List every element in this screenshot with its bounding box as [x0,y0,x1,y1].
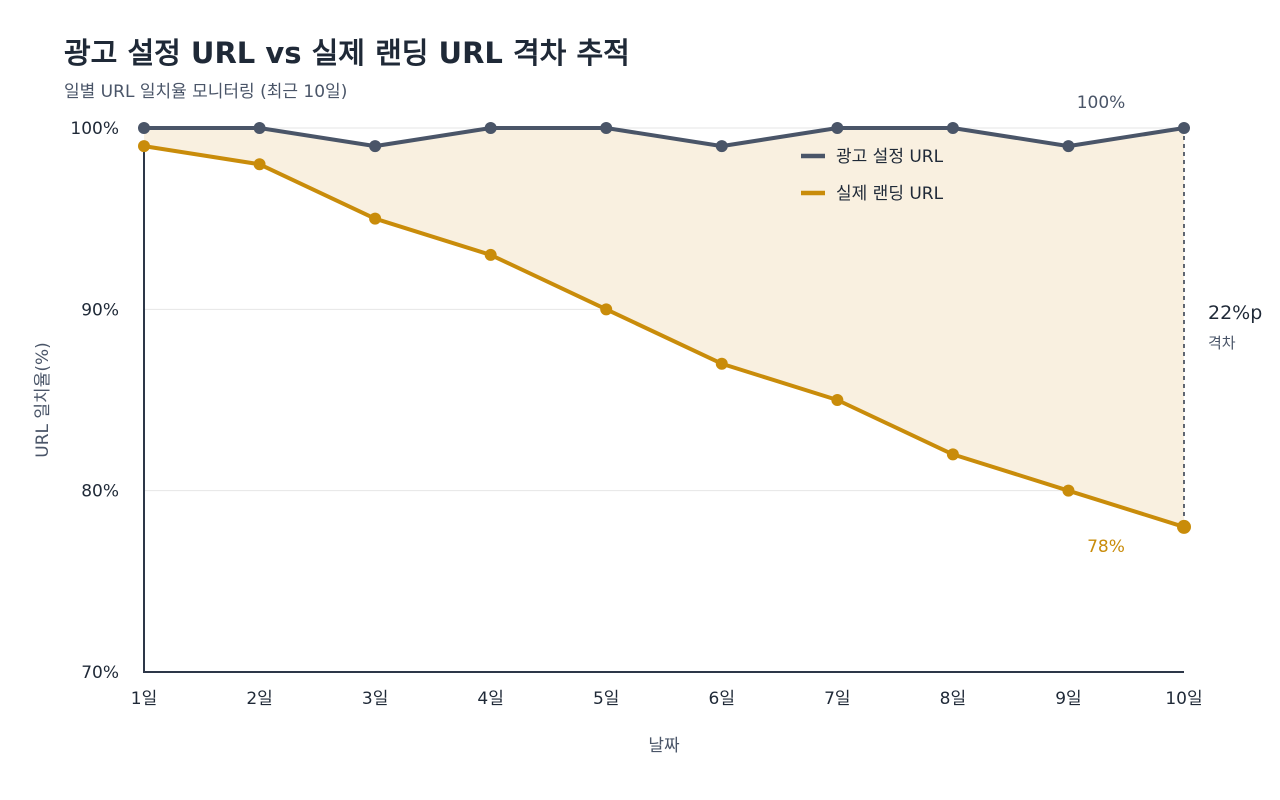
chart-title: 광고 설정 URL vs 실제 랜딩 URL 격차 추적 [64,36,630,70]
end-value-label-landing-url: 78% [1087,537,1125,557]
series-landing-url [138,140,1191,534]
x-tick-label: 10일 [1165,689,1202,709]
data-point [484,122,497,134]
x-tick-label: 5일 [593,689,619,709]
x-tick-label: 3일 [362,689,388,709]
x-tick-label: 1일 [131,689,157,709]
legend-label-landing-url: 실제 랜딩 URL [836,184,944,204]
data-point [253,158,266,171]
data-point [369,140,382,153]
x-tick-label: 6일 [709,689,735,709]
data-point [600,303,613,316]
data-point [484,248,497,261]
end-value-label-ad-url: 100% [1077,93,1126,113]
gap-caption-label: 격차 [1208,334,1236,352]
y-tick-labels: 70% 80% 90% 100% [70,119,119,683]
x-tick-label: 7일 [824,689,850,709]
x-tick-label: 2일 [246,689,272,709]
series [138,122,1191,534]
data-point [946,448,959,461]
axes [143,146,1184,673]
data-point [1177,519,1191,534]
x-tick-label: 4일 [477,689,503,709]
y-axis-label: URL 일치율(%) [33,342,53,457]
legend: 광고 설정 URL 실제 랜딩 URL [801,147,944,204]
y-tick-label: 100% [70,119,119,139]
series-ad-url [138,122,1190,153]
data-point [831,122,844,134]
y-tick-label: 90% [81,300,119,320]
y-tick-label: 80% [81,482,119,502]
data-point [369,212,382,225]
x-tick-labels: 1일 2일 3일 4일 5일 6일 7일 8일 9일 10일 [131,689,1203,709]
data-point [600,122,613,134]
data-point [138,122,150,134]
data-point [1062,140,1075,153]
x-tick-label: 8일 [940,689,966,709]
x-axis-label: 날짜 [648,736,680,756]
series-line [142,144,1186,529]
chart-subtitle: 일별 URL 일치율 모니터링 (최근 10일) [64,82,348,102]
data-point [715,140,728,153]
gap-area [144,128,1184,527]
data-point [946,122,959,134]
data-point [831,394,844,406]
data-point [138,140,150,153]
legend-label-ad-url: 광고 설정 URL [836,147,944,167]
y-tick-label: 70% [81,663,119,683]
data-point [253,122,266,134]
gap-value-label: 22%p [1208,302,1262,324]
x-tick-label: 9일 [1055,689,1081,709]
data-point [1062,484,1075,497]
data-point [715,357,728,370]
data-point [1178,122,1190,134]
series-line [142,126,1186,149]
